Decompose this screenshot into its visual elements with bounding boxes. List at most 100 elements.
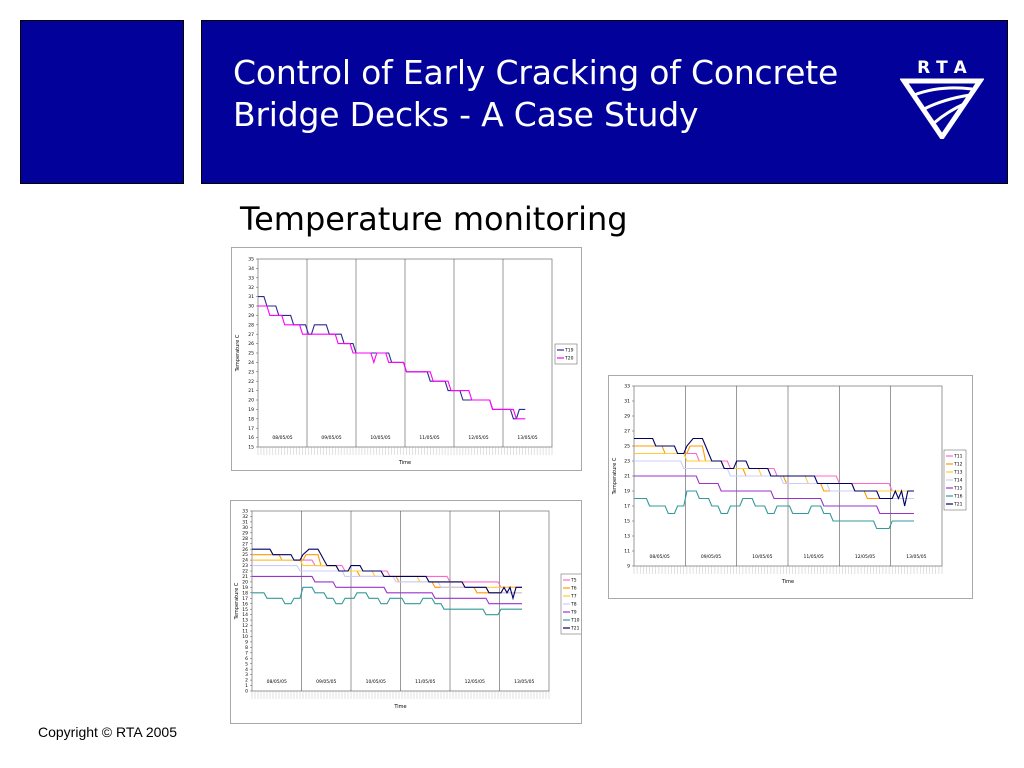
y-tick-label: 3 <box>245 672 248 678</box>
y-tick-label: 27 <box>248 332 254 338</box>
chart-2-frame: 08/05/05 09/05/05 10/05/05 11/05/05 12/05/05… <box>608 375 973 599</box>
legend-label: T7 <box>570 594 577 600</box>
day-label: 10/05/05 <box>752 554 772 560</box>
series-line-t21 <box>252 548 522 601</box>
y-tick-label: 10 <box>242 634 248 640</box>
day-label: 13/05/05 <box>517 435 537 441</box>
series-line-t20 <box>258 305 526 420</box>
y-tick-label: 31 <box>248 294 254 300</box>
y-tick-label: 17 <box>624 504 630 510</box>
y-tick-label: 35 <box>248 257 254 263</box>
y-tick-label: 33 <box>242 509 248 515</box>
y-tick-label: 33 <box>248 275 254 281</box>
y-tick-label: 26 <box>248 341 254 347</box>
y-tick-label: 19 <box>248 407 254 413</box>
y-tick-label: 17 <box>242 596 248 602</box>
series-line-t11 <box>634 452 914 492</box>
y-tick-label: 18 <box>248 416 254 422</box>
y-tick-label: 8 <box>245 645 248 651</box>
y-tick-label: 15 <box>248 445 254 451</box>
y-tick-label: 30 <box>242 525 248 531</box>
y-tick-label: 13 <box>242 618 248 624</box>
rta-logo: R T A <box>899 55 985 143</box>
y-tick-label: 16 <box>242 601 248 607</box>
y-tick-label: 15 <box>242 607 248 613</box>
y-tick-label: 12 <box>242 623 248 629</box>
series-line-t9 <box>252 575 522 605</box>
y-tick-label: 23 <box>248 369 254 375</box>
legend-label: T14 <box>953 478 963 484</box>
y-tick-label: 29 <box>242 530 248 536</box>
legend-label: T19 <box>564 348 574 354</box>
y-tick-label: 19 <box>242 585 248 591</box>
y-tick-label: 14 <box>242 612 248 618</box>
y-tick-label: 24 <box>242 558 248 564</box>
y-tick-label: 17 <box>248 426 254 432</box>
slide-title: Control of Early Cracking of Concrete Br… <box>233 52 883 136</box>
legend-label: T5 <box>570 578 577 584</box>
y-tick-label: 2 <box>245 678 248 684</box>
y-tick-label: 31 <box>242 520 248 526</box>
y-tick-label: 6 <box>245 656 248 662</box>
y-tick-label: 33 <box>624 384 630 390</box>
y-tick-label: 23 <box>242 563 248 569</box>
legend-label: T12 <box>953 462 963 468</box>
legend-box <box>943 449 967 511</box>
day-label: 13/05/05 <box>514 679 534 685</box>
y-tick-label: 24 <box>248 360 254 366</box>
y-tick-label: 27 <box>242 541 248 547</box>
y-tick-label: 5 <box>245 661 248 667</box>
y-axis-title: Temperature C <box>235 334 241 372</box>
day-label: 08/05/05 <box>267 679 287 685</box>
chart-3: 08/05/05 09/05/05 10/05/05 11/05/05 12/05/05… <box>234 509 581 710</box>
y-tick-label: 1 <box>245 683 248 689</box>
y-tick-label: 19 <box>624 489 630 495</box>
legend-label: T15 <box>953 486 963 492</box>
chart-1: 08/05/05 09/05/05 10/05/05 11/05/05 12/05/05… <box>235 257 578 466</box>
header-bar <box>201 20 1008 184</box>
series-line-t15 <box>634 475 914 515</box>
y-tick-label: 28 <box>248 322 254 328</box>
y-tick-label: 26 <box>242 547 248 553</box>
series-line-t16 <box>634 490 914 530</box>
y-tick-label: 22 <box>248 379 254 385</box>
day-label: 12/05/05 <box>468 435 488 441</box>
legend-box <box>554 343 578 365</box>
y-tick-label: 29 <box>624 414 630 420</box>
y-tick-label: 7 <box>245 650 248 656</box>
y-axis-title: Temperature C <box>612 457 618 495</box>
legend-label: T9 <box>570 610 577 616</box>
y-tick-label: 32 <box>248 285 254 291</box>
day-label: 11/05/05 <box>804 554 824 560</box>
y-tick-label: 11 <box>242 629 248 635</box>
legend-label: T21 <box>570 626 580 632</box>
y-tick-label: 20 <box>242 580 248 586</box>
copyright-text: Copyright © RTA 2005 <box>38 724 177 740</box>
y-tick-label: 16 <box>248 435 254 441</box>
legend-label: T6 <box>570 586 577 592</box>
chart-2: 08/05/05 09/05/05 10/05/05 11/05/05 12/05/05… <box>612 384 967 585</box>
day-label: 13/05/05 <box>906 554 926 560</box>
legend-label: T8 <box>570 602 577 608</box>
chart-1-frame: 08/05/05 09/05/05 10/05/05 11/05/05 12/05/05… <box>231 247 582 471</box>
series-line-t21 <box>634 437 914 507</box>
y-tick-label: 25 <box>248 351 254 357</box>
y-tick-label: 13 <box>624 534 630 540</box>
y-tick-label: 30 <box>248 304 254 310</box>
y-tick-label: 28 <box>242 536 248 542</box>
series-line-t10 <box>252 586 522 616</box>
y-tick-label: 25 <box>624 444 630 450</box>
day-label: 10/05/05 <box>370 435 390 441</box>
left-decor-block <box>20 20 184 184</box>
day-label: 08/05/05 <box>272 435 292 441</box>
title-line-2: Bridge Decks - A Case Study <box>233 95 699 134</box>
y-tick-label: 32 <box>242 514 248 520</box>
y-tick-label: 23 <box>624 459 630 465</box>
y-tick-label: 9 <box>245 640 248 646</box>
y-axis-title: Temperature C <box>234 582 240 620</box>
chart-3-frame: 08/05/05 09/05/05 10/05/05 11/05/05 12/05/05… <box>230 500 582 724</box>
legend-label: T20 <box>564 356 574 362</box>
y-tick-label: 25 <box>242 552 248 558</box>
y-tick-label: 4 <box>245 667 248 673</box>
y-tick-label: 31 <box>624 399 630 405</box>
